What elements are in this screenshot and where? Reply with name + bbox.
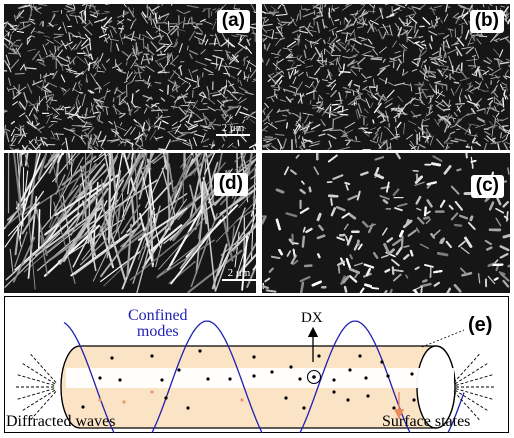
scale-bar-a: 2 μm: [216, 122, 250, 136]
nanowire-image-c: [262, 153, 510, 293]
scale-bar-d: 2 μm: [222, 267, 256, 281]
rod-core-band: [66, 368, 454, 388]
dx-label: DX: [301, 310, 323, 327]
scale-bar-line-d: [222, 279, 256, 281]
scale-bar-text-a: 2 μm: [222, 122, 245, 134]
dx-center-dot: [312, 375, 316, 379]
panel-label-c: (c): [471, 175, 504, 198]
panel-label-d: (d): [214, 173, 248, 196]
panel-label-a: (a): [217, 10, 250, 33]
sem-panel-a: (a) 2 μm: [4, 4, 256, 150]
diffracted-waves-label: Diffracted waves: [6, 413, 115, 431]
panel-label-b: (b): [470, 10, 504, 33]
sem-panel-b: (b): [262, 4, 510, 150]
nanowire-diagram: Confined modes DX (e) Diffracted waves S…: [4, 296, 509, 433]
panel-label-e: (e): [468, 314, 492, 337]
label-e-leader: [422, 330, 464, 347]
scale-bar-line-a: [216, 134, 250, 136]
confined-modes-label: Confined modes: [128, 308, 188, 340]
scale-bar-text-d: 2 μm: [228, 267, 251, 279]
surface-states-label: Surface states: [382, 413, 470, 431]
sem-panel-d: (d) 2 μm: [4, 153, 256, 293]
sem-panel-c: (c): [262, 153, 510, 293]
